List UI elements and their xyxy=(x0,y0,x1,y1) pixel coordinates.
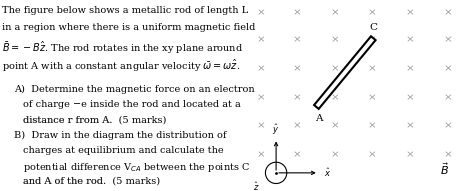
Text: ×: × xyxy=(293,150,302,159)
Text: $\hat{y}$: $\hat{y}$ xyxy=(273,122,280,137)
Text: $\hat{x}$: $\hat{x}$ xyxy=(323,167,331,179)
Text: ×: × xyxy=(256,64,265,73)
Text: C: C xyxy=(369,23,377,32)
Text: ×: × xyxy=(444,150,452,159)
Text: ×: × xyxy=(256,8,265,17)
Text: ×: × xyxy=(331,150,340,159)
Text: ×: × xyxy=(256,36,265,45)
Text: and A of the rod.: and A of the rod. xyxy=(23,177,112,186)
Text: ×: × xyxy=(406,36,414,45)
Text: ×: × xyxy=(444,93,452,102)
Text: distance r from A.: distance r from A. xyxy=(23,116,118,125)
Text: A: A xyxy=(315,114,322,123)
Text: of charge −e inside the rod and located at a: of charge −e inside the rod and located … xyxy=(23,100,240,109)
Text: ×: × xyxy=(256,150,265,159)
Text: ×: × xyxy=(331,121,340,131)
Text: ×: × xyxy=(406,64,414,73)
Text: ×: × xyxy=(293,93,302,102)
Text: ×: × xyxy=(368,93,376,102)
Text: $\vec{B}$: $\vec{B}$ xyxy=(440,161,449,177)
Text: and A of the rod.: and A of the rod. xyxy=(23,177,112,186)
Text: and A of the rod.  (5 marks): and A of the rod. (5 marks) xyxy=(23,177,160,186)
Text: The figure below shows a metallic rod of length L: The figure below shows a metallic rod of… xyxy=(2,6,249,15)
Text: ×: × xyxy=(406,121,414,131)
Text: ×: × xyxy=(444,121,452,131)
Text: ×: × xyxy=(331,8,340,17)
Text: ×: × xyxy=(368,150,376,159)
Text: ×: × xyxy=(331,93,340,102)
Text: ×: × xyxy=(293,121,302,131)
Text: in a region where there is a uniform magnetic field: in a region where there is a uniform mag… xyxy=(2,23,256,32)
Text: ×: × xyxy=(368,8,376,17)
Text: distance r from A.: distance r from A. xyxy=(23,116,118,125)
Text: ×: × xyxy=(444,8,452,17)
Text: $\hat{z}$: $\hat{z}$ xyxy=(253,180,259,191)
Text: ×: × xyxy=(293,64,302,73)
Text: A)  Determine the magnetic force on an electron: A) Determine the magnetic force on an el… xyxy=(14,85,255,94)
Text: ×: × xyxy=(368,121,376,131)
Text: distance r from A.  (5 marks): distance r from A. (5 marks) xyxy=(23,116,166,125)
Text: ×: × xyxy=(331,64,340,73)
Text: distance r from A.  (5 marks): distance r from A. (5 marks) xyxy=(23,116,166,125)
Text: ×: × xyxy=(444,36,452,45)
Text: ×: × xyxy=(256,93,265,102)
Text: charges at equilibrium and calculate the: charges at equilibrium and calculate the xyxy=(23,146,223,155)
Text: ×: × xyxy=(368,36,376,45)
Text: ×: × xyxy=(368,64,376,73)
Text: ×: × xyxy=(406,93,414,102)
Text: B)  Draw in the diagram the distribution of: B) Draw in the diagram the distribution … xyxy=(14,131,227,140)
Text: ×: × xyxy=(293,36,302,45)
Text: point A with a constant angular velocity $\bar{\omega}=\omega\hat{z}$.: point A with a constant angular velocity… xyxy=(2,57,241,74)
Text: ×: × xyxy=(406,150,414,159)
Text: potential difference V$_{CA}$ between the points C: potential difference V$_{CA}$ between th… xyxy=(23,161,250,174)
Text: ×: × xyxy=(406,8,414,17)
Text: and A of the rod.  (5 marks): and A of the rod. (5 marks) xyxy=(23,177,160,186)
Polygon shape xyxy=(314,36,375,109)
Text: ×: × xyxy=(293,8,302,17)
Text: ×: × xyxy=(256,121,265,131)
Text: ×: × xyxy=(331,36,340,45)
Text: ×: × xyxy=(444,64,452,73)
Text: $\bar{B}=-B\hat{z}$. The rod rotates in the xy plane around: $\bar{B}=-B\hat{z}$. The rod rotates in … xyxy=(2,40,244,56)
